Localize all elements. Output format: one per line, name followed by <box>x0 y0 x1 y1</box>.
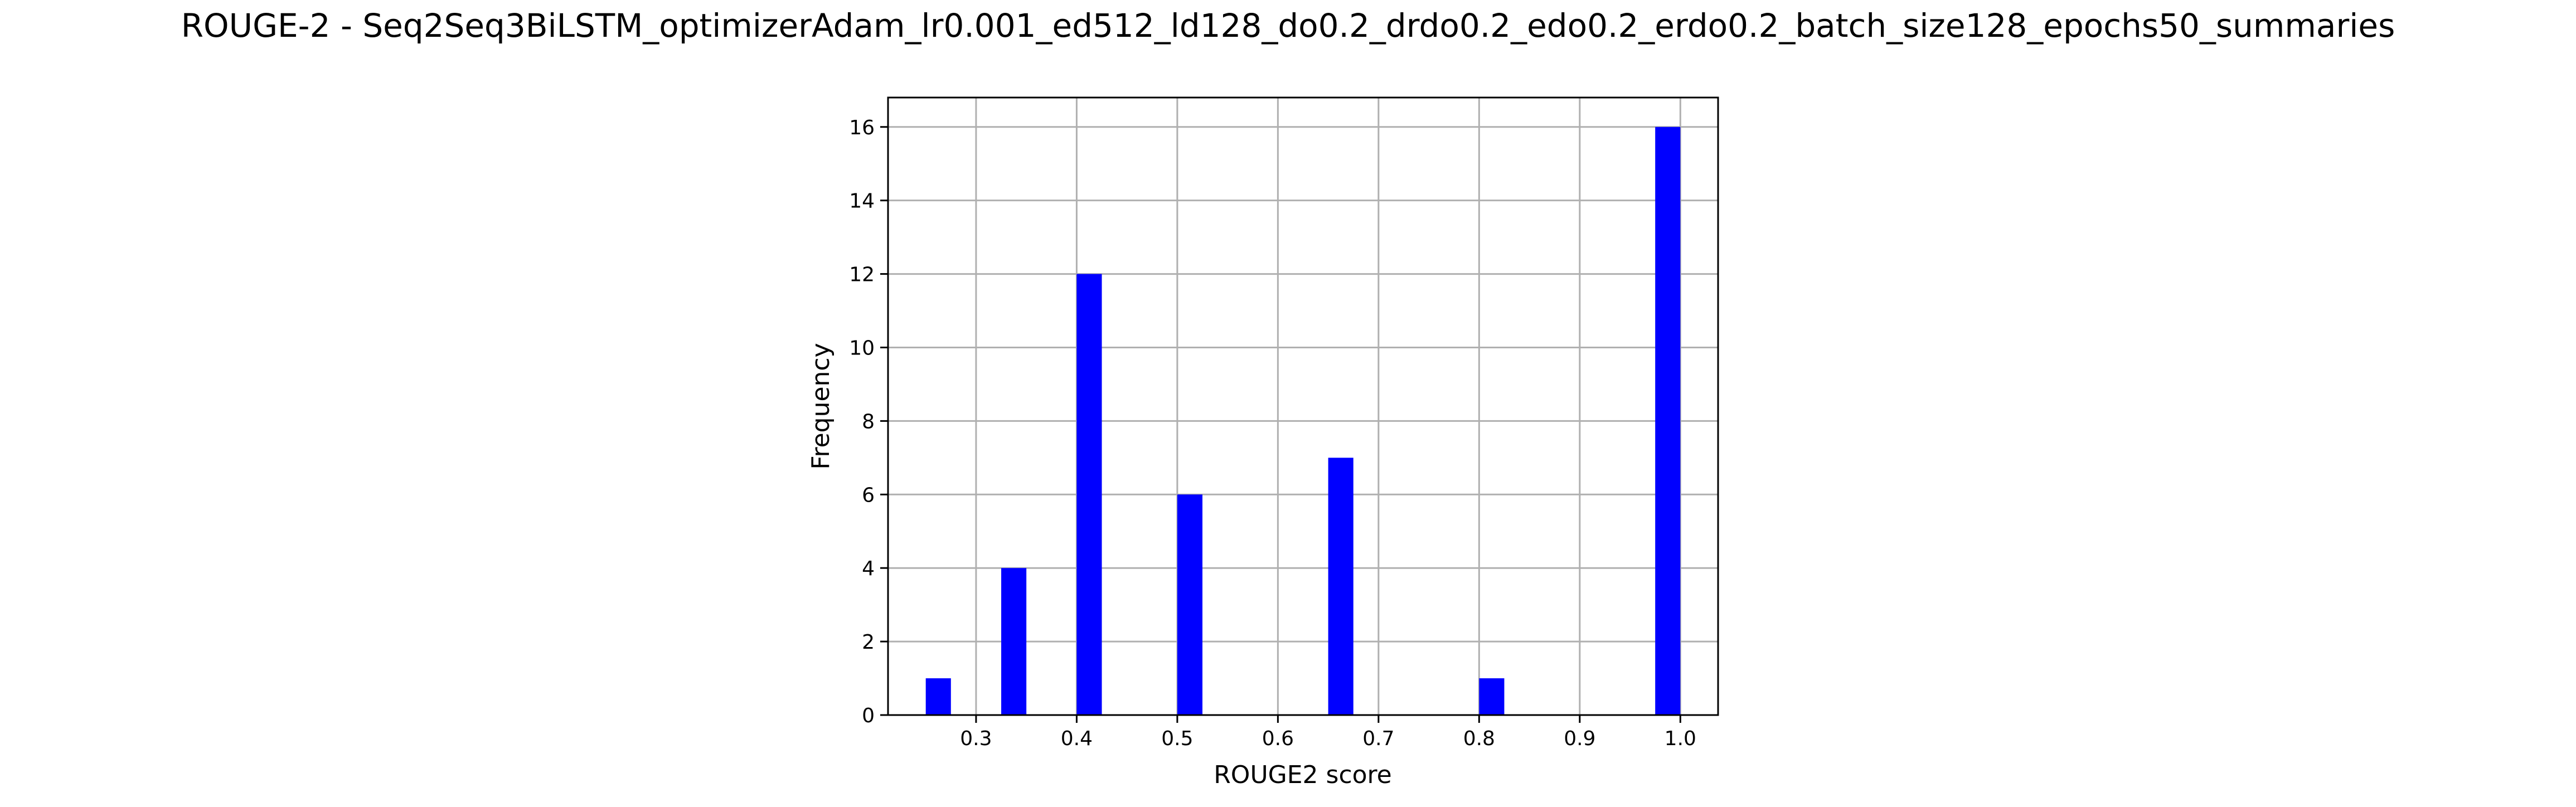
x-tick-label: 1.0 <box>1665 727 1696 750</box>
y-tick-label: 2 <box>862 631 875 654</box>
x-tick-label: 0.9 <box>1564 727 1595 750</box>
plot-frame <box>887 96 1719 716</box>
histogram-bar <box>925 678 951 715</box>
chart-title: ROUGE-2 - Seq2Seq3BiLSTM_optimizerAdam_l… <box>181 7 2395 45</box>
y-tick-label: 4 <box>862 557 875 580</box>
histogram-bar <box>1328 458 1354 715</box>
histogram-bar <box>1655 127 1681 715</box>
histogram-bar <box>1001 568 1027 715</box>
x-tick-label: 0.3 <box>960 727 992 750</box>
x-tick-label: 0.5 <box>1161 727 1193 750</box>
histogram-bar <box>1076 274 1102 716</box>
bars-layer <box>925 127 1681 716</box>
x-tick-label: 0.6 <box>1262 727 1294 750</box>
y-tick-label: 16 <box>849 116 875 139</box>
x-tick-label: 0.8 <box>1463 727 1495 750</box>
y-tick-label: 0 <box>862 704 875 727</box>
y-tick-label: 6 <box>862 484 875 507</box>
y-tick-label: 8 <box>862 410 875 433</box>
x-axis-label: ROUGE2 score <box>1214 761 1392 789</box>
histogram-bar <box>1479 678 1505 715</box>
histogram-bar <box>1177 494 1203 715</box>
y-tick-label: 10 <box>849 337 875 359</box>
x-tick-label: 0.4 <box>1061 727 1093 750</box>
y-tick-label: 12 <box>849 264 875 286</box>
x-tick-label: 0.7 <box>1362 727 1394 750</box>
ticks-layer: 0.3 0.4 0.5 0.6 0.7 0.8 0.9 1.0 0 2 4 6 8 10 12 14 16 <box>849 116 1696 750</box>
y-axis-label: Frequency <box>807 343 835 469</box>
y-tick-label: 14 <box>849 190 875 213</box>
